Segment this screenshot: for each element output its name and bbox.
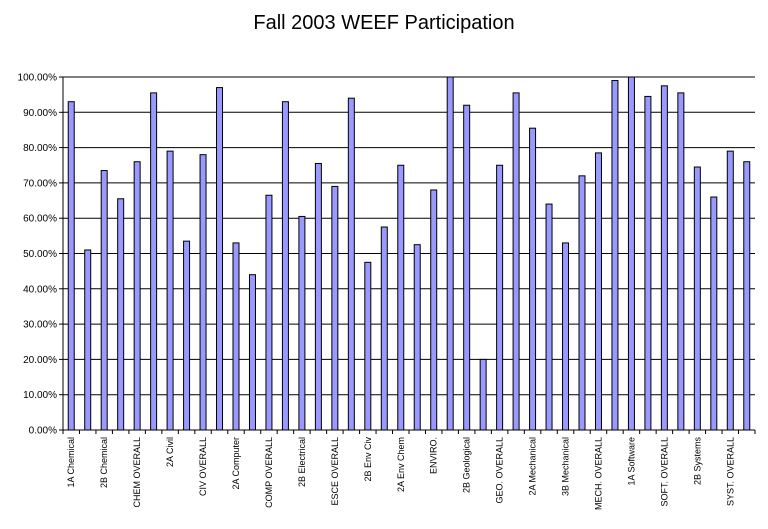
x-tick-label: 2B Geological <box>462 437 472 493</box>
x-tick-label: MECH. OVERALL <box>593 437 603 510</box>
y-tick-label: 0.00% <box>29 426 57 437</box>
bar <box>232 242 240 431</box>
bar <box>594 152 602 431</box>
bar <box>446 76 454 431</box>
bar <box>611 80 619 431</box>
bar <box>496 164 504 431</box>
x-tick-label: SYST. OVERALL <box>725 437 735 506</box>
bar <box>413 244 421 431</box>
x-tick-label: 2B Env Civ <box>363 437 373 482</box>
bar <box>627 76 635 431</box>
chart-title: Fall 2003 WEEF Participation <box>253 12 515 34</box>
bar <box>314 162 322 431</box>
bar <box>199 154 207 431</box>
bar <box>463 104 471 431</box>
bar <box>529 127 537 431</box>
x-tick-label: 2A Civil <box>165 437 175 467</box>
x-tick-label: 3B Mechanical <box>561 437 571 496</box>
bar <box>430 189 438 431</box>
bar <box>397 164 405 431</box>
bar <box>578 175 586 431</box>
bar <box>347 97 355 431</box>
x-tick-label: 2B Chemical <box>99 437 109 488</box>
x-tick-label: 2B Systems <box>692 437 702 486</box>
x-tick-label: 2B Electrical <box>297 437 307 487</box>
y-tick-label: 100.00% <box>18 73 58 84</box>
x-tick-label: CHEM OVERALL <box>132 437 142 508</box>
y-tick-label: 40.00% <box>23 284 57 295</box>
y-tick-label: 70.00% <box>23 178 57 189</box>
bar <box>693 166 701 431</box>
bar <box>248 274 256 431</box>
bar <box>84 249 92 431</box>
bar <box>298 215 306 431</box>
x-tick-label: 1A Software <box>626 437 636 486</box>
bar <box>331 185 339 431</box>
bar <box>265 194 273 431</box>
bar <box>380 226 388 431</box>
x-tick-label: ENVIRO. <box>429 437 439 474</box>
x-tick-label: 2A Env Chem <box>396 437 406 492</box>
bar <box>743 161 751 431</box>
bar <box>183 240 191 431</box>
bar <box>660 85 668 431</box>
bar <box>364 261 372 431</box>
y-tick-label: 90.00% <box>23 108 57 119</box>
bar <box>710 196 718 431</box>
bar <box>166 150 174 431</box>
y-tick-label: 50.00% <box>23 249 57 260</box>
y-tick-label: 20.00% <box>23 355 57 366</box>
x-tick-label: GEO. OVERALL <box>495 437 505 504</box>
bar <box>677 92 685 431</box>
bar <box>562 242 570 431</box>
bar <box>512 92 520 431</box>
x-tick-label: SOFT. OVERALL <box>659 437 669 507</box>
bar <box>281 101 289 431</box>
x-tick-label: CIV OVERALL <box>198 437 208 496</box>
y-tick-label: 60.00% <box>23 214 57 225</box>
x-tick-label: COMP OVERALL <box>264 437 274 508</box>
x-tick-label: 1A Chemical <box>66 437 76 488</box>
bar <box>644 95 652 431</box>
bar <box>133 161 141 431</box>
x-tick-label: 2A Computer <box>231 437 241 490</box>
bar <box>150 92 158 431</box>
bar <box>479 358 487 431</box>
bar <box>726 150 734 431</box>
bar <box>67 101 75 431</box>
x-tick-label: ESCE OVERALL <box>330 437 340 506</box>
y-tick-label: 10.00% <box>23 390 57 401</box>
y-tick-label: 30.00% <box>23 320 57 331</box>
bar <box>216 87 224 431</box>
y-tick-label: 80.00% <box>23 143 57 154</box>
bar <box>545 203 553 431</box>
x-tick-label: 2A Mechanical <box>528 437 538 496</box>
bar <box>117 198 125 431</box>
bar <box>100 170 108 431</box>
